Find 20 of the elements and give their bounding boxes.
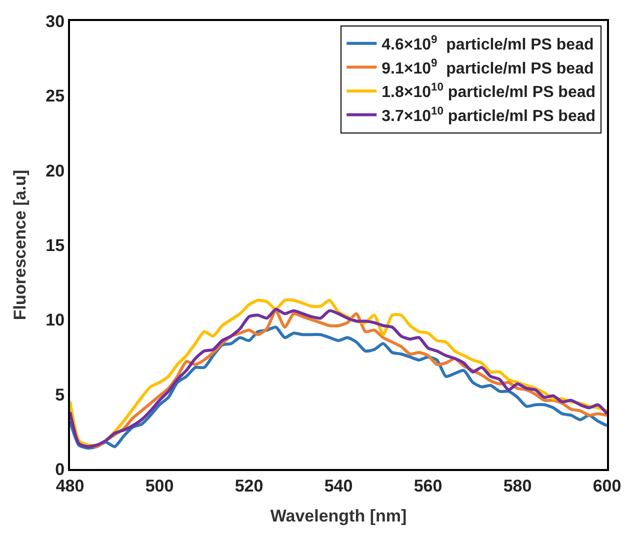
x-tick-label: 560 [414,476,442,496]
y-tick-label: 20 [46,161,65,180]
y-tick-label: 5 [55,385,65,404]
legend-label: 3.7×10$^{10}$ particle/ml PS bead [382,105,596,126]
legend-label: 4.6×10$^{9}$ particle/ml PS bead [382,34,594,54]
legend-label: 1.8×10$^{10}$ particle/ml PS bead [382,82,596,102]
x-tick-label: 580 [503,476,532,496]
x-tick-label: 520 [234,476,264,496]
y-axis-title: Fluorescence [a.u] [10,170,30,320]
x-axis-title: Wavelength [nm] [270,506,407,526]
x-tick-label: 600 [592,476,622,496]
y-tick-label: 30 [46,12,65,31]
x-tick-label: 540 [324,476,353,496]
legend-label: 9.1×10$^{9}$ particle/ml PS bead [382,58,594,78]
y-tick-label: 15 [46,236,65,255]
x-tick-label: 500 [145,476,174,496]
x-tick-label: 480 [56,476,84,496]
y-tick-label: 10 [46,310,65,330]
y-tick-label: 0 [55,460,65,479]
y-tick-label: 25 [46,86,65,106]
